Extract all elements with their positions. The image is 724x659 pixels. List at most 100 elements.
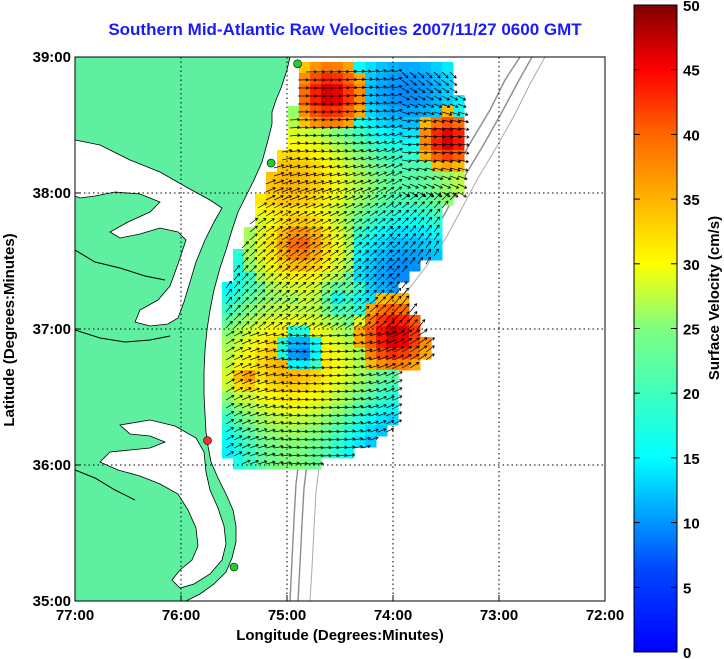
velocity-cell [332, 249, 344, 261]
velocity-arrow [353, 437, 363, 441]
velocity-cell [387, 95, 399, 107]
velocity-cell [442, 95, 454, 107]
velocity-arrow [297, 164, 309, 169]
velocity-arrow [369, 250, 377, 257]
velocity-arrow [249, 256, 258, 265]
velocity-cell [244, 304, 256, 316]
colorbar-tick-label: 5 [683, 580, 691, 597]
velocity-arrow [345, 341, 356, 345]
velocity-cell [343, 205, 355, 217]
velocity-arrow [353, 133, 364, 137]
velocity-cell [442, 62, 454, 74]
velocity-arrow [425, 175, 436, 180]
velocity-arrow [281, 226, 292, 233]
velocity-arrow [345, 349, 357, 353]
velocity-arrow [337, 234, 347, 241]
velocity-arrow [305, 241, 316, 249]
velocity-arrow [249, 419, 260, 425]
velocity-cell [420, 183, 432, 195]
velocity-arrow [241, 296, 249, 305]
velocity-cell [398, 106, 410, 118]
velocity-arrow [329, 250, 339, 257]
velocity-arrow [441, 103, 451, 108]
velocity-cell [310, 381, 322, 393]
velocity-cell [321, 436, 333, 448]
velocity-arrow [401, 287, 409, 297]
velocity-cell [453, 172, 465, 184]
velocity-arrow [393, 319, 403, 329]
velocity-cell [376, 403, 388, 415]
velocity-arrow [441, 183, 451, 189]
velocity-cell [354, 205, 366, 217]
velocity-cell [255, 194, 267, 206]
velocity-cell [398, 194, 410, 206]
velocity-arrow [409, 233, 416, 241]
velocity-arrow [297, 298, 307, 305]
velocity-cell [387, 161, 399, 173]
velocity-arrow [393, 265, 400, 273]
velocity-cell [321, 326, 333, 338]
velocity-arrow [369, 93, 379, 97]
velocity-arrow [281, 241, 292, 249]
velocity-arrow [289, 314, 299, 321]
velocity-cell [354, 403, 366, 415]
velocity-arrow [393, 225, 401, 233]
velocity-cell [409, 183, 421, 195]
velocity-cell [376, 304, 388, 316]
velocity-cell [310, 205, 322, 217]
velocity-arrow [433, 232, 440, 241]
velocity-arrow [401, 142, 412, 147]
velocity-arrow [369, 117, 379, 121]
velocity-cell [453, 95, 465, 107]
velocity-cell [244, 238, 256, 250]
velocity-cell [332, 95, 344, 107]
velocity-arrow [345, 445, 356, 449]
velocity-cell [354, 282, 366, 294]
velocity-cell [354, 326, 366, 338]
velocity-arrow [417, 240, 424, 249]
velocity-arrow [241, 403, 252, 409]
velocity-arrow [225, 443, 234, 449]
velocity-arrow [377, 387, 387, 393]
velocity-cell [321, 117, 333, 129]
velocity-cell [277, 315, 289, 327]
velocity-arrow [305, 211, 316, 217]
velocity-arrow [377, 132, 387, 137]
velocity-cell [343, 194, 355, 206]
velocity-arrow [441, 119, 453, 124]
velocity-arrow [297, 234, 308, 241]
velocity-arrow [257, 249, 266, 257]
velocity-cell [299, 128, 311, 140]
velocity-arrow [225, 296, 233, 305]
velocity-cell [354, 84, 366, 96]
velocity-arrow [233, 347, 244, 353]
velocity-arrow [281, 341, 292, 345]
velocity-cell [266, 370, 278, 382]
velocity-cell [222, 403, 234, 415]
velocity-arrow [369, 289, 377, 297]
velocity-arrow [321, 172, 333, 177]
velocity-arrow [417, 224, 424, 233]
velocity-cell [376, 381, 388, 393]
velocity-arrow [305, 290, 315, 297]
velocity-arrow [385, 171, 395, 177]
velocity-cell [288, 337, 300, 349]
velocity-cell [288, 271, 300, 283]
velocity-cell [376, 392, 388, 404]
velocity-cell [222, 282, 234, 294]
velocity-arrow [345, 322, 355, 329]
velocity-arrow [265, 436, 276, 441]
velocity-arrow [441, 111, 453, 116]
velocity-arrow [329, 274, 339, 281]
velocity-arrow [417, 79, 425, 86]
velocity-arrow [345, 179, 356, 185]
velocity-cell [321, 337, 333, 349]
velocity-arrow [345, 282, 354, 289]
velocity-arrow [369, 85, 379, 89]
velocity-arrow [441, 79, 449, 86]
velocity-cell [255, 414, 267, 426]
velocity-arrow [345, 373, 357, 377]
velocity-cell [398, 249, 410, 261]
velocity-cell [299, 183, 311, 195]
velocity-arrow [265, 179, 276, 185]
